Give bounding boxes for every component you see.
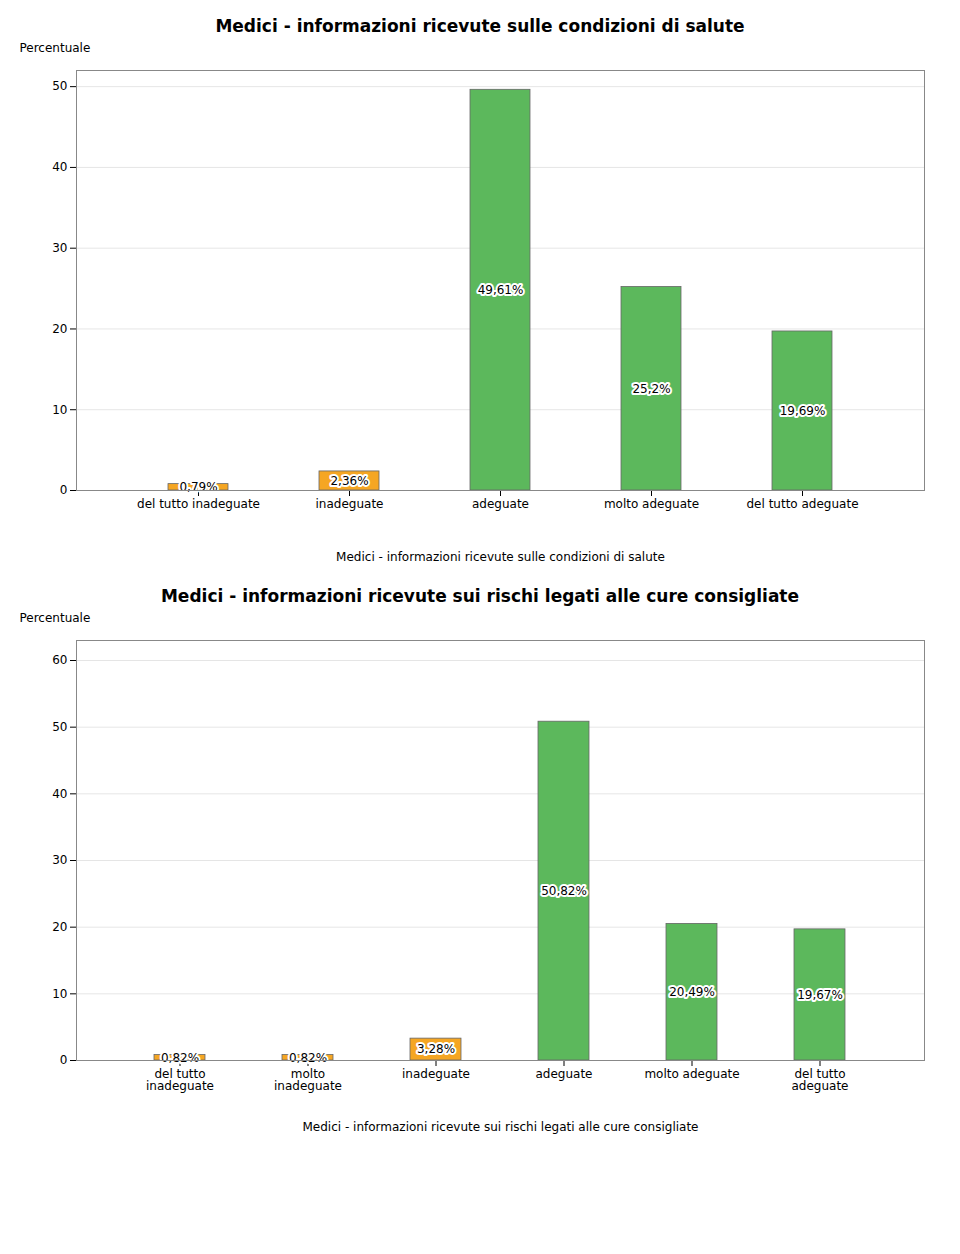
svg-text:30: 30 — [52, 853, 67, 867]
svg-text:Medici - informazioni ricevute: Medici - informazioni ricevute sui risch… — [303, 1120, 699, 1134]
svg-text:10: 10 — [52, 403, 67, 417]
svg-text:50: 50 — [52, 79, 67, 93]
svg-text:molto adeguate: molto adeguate — [644, 1067, 739, 1081]
svg-text:50: 50 — [52, 720, 67, 734]
svg-text:0: 0 — [60, 483, 68, 497]
svg-text:10: 10 — [52, 987, 67, 1001]
svg-text:49,61%: 49,61% — [478, 283, 524, 297]
svg-text:20: 20 — [52, 322, 67, 336]
svg-text:adeguate: adeguate — [535, 1067, 592, 1081]
svg-text:0,79%: 0,79% — [179, 480, 217, 494]
svg-text:0,82%: 0,82% — [289, 1051, 327, 1065]
svg-text:20: 20 — [52, 920, 67, 934]
svg-text:19,69%: 19,69% — [780, 404, 826, 418]
svg-text:Medici - informazioni ricevute: Medici - informazioni ricevute sulle con… — [336, 550, 665, 564]
svg-text:19,67%: 19,67% — [797, 988, 843, 1002]
svg-text:molto adeguate: molto adeguate — [604, 497, 699, 511]
html-text:Medici - informazioni ricevute: Medici - informazioni ricevute sulle con… — [215, 16, 745, 36]
svg-text:20,49%: 20,49% — [669, 985, 715, 999]
svg-text:adeguate: adeguate — [472, 497, 529, 511]
svg-text:del tutto adeguate: del tutto adeguate — [746, 497, 858, 511]
svg-text:40: 40 — [52, 160, 67, 174]
svg-text:30: 30 — [52, 241, 67, 255]
svg-text:0: 0 — [60, 1053, 68, 1067]
svg-text:del tutto inadeguate: del tutto inadeguate — [137, 497, 260, 511]
svg-text:40: 40 — [52, 787, 67, 801]
html-text:Medici - informazioni ricevute: Medici - informazioni ricevute sui risch… — [161, 586, 799, 606]
svg-text:del tuttoadeguate: del tuttoadeguate — [791, 1067, 848, 1093]
svg-text:moltoinadeguate: moltoinadeguate — [274, 1067, 342, 1093]
svg-text:3,28%: 3,28% — [417, 1042, 455, 1056]
svg-text:Percentuale: Percentuale — [20, 41, 91, 55]
svg-text:2,36%: 2,36% — [330, 474, 368, 488]
svg-text:25,2%: 25,2% — [632, 382, 670, 396]
svg-text:inadeguate: inadeguate — [316, 497, 384, 511]
svg-text:Percentuale: Percentuale — [20, 611, 91, 625]
svg-text:50,82%: 50,82% — [541, 884, 587, 898]
svg-text:inadeguate: inadeguate — [402, 1067, 470, 1081]
svg-text:del tuttoinadeguate: del tuttoinadeguate — [146, 1067, 214, 1093]
svg-text:0,82%: 0,82% — [161, 1051, 199, 1065]
svg-text:60: 60 — [52, 653, 67, 667]
